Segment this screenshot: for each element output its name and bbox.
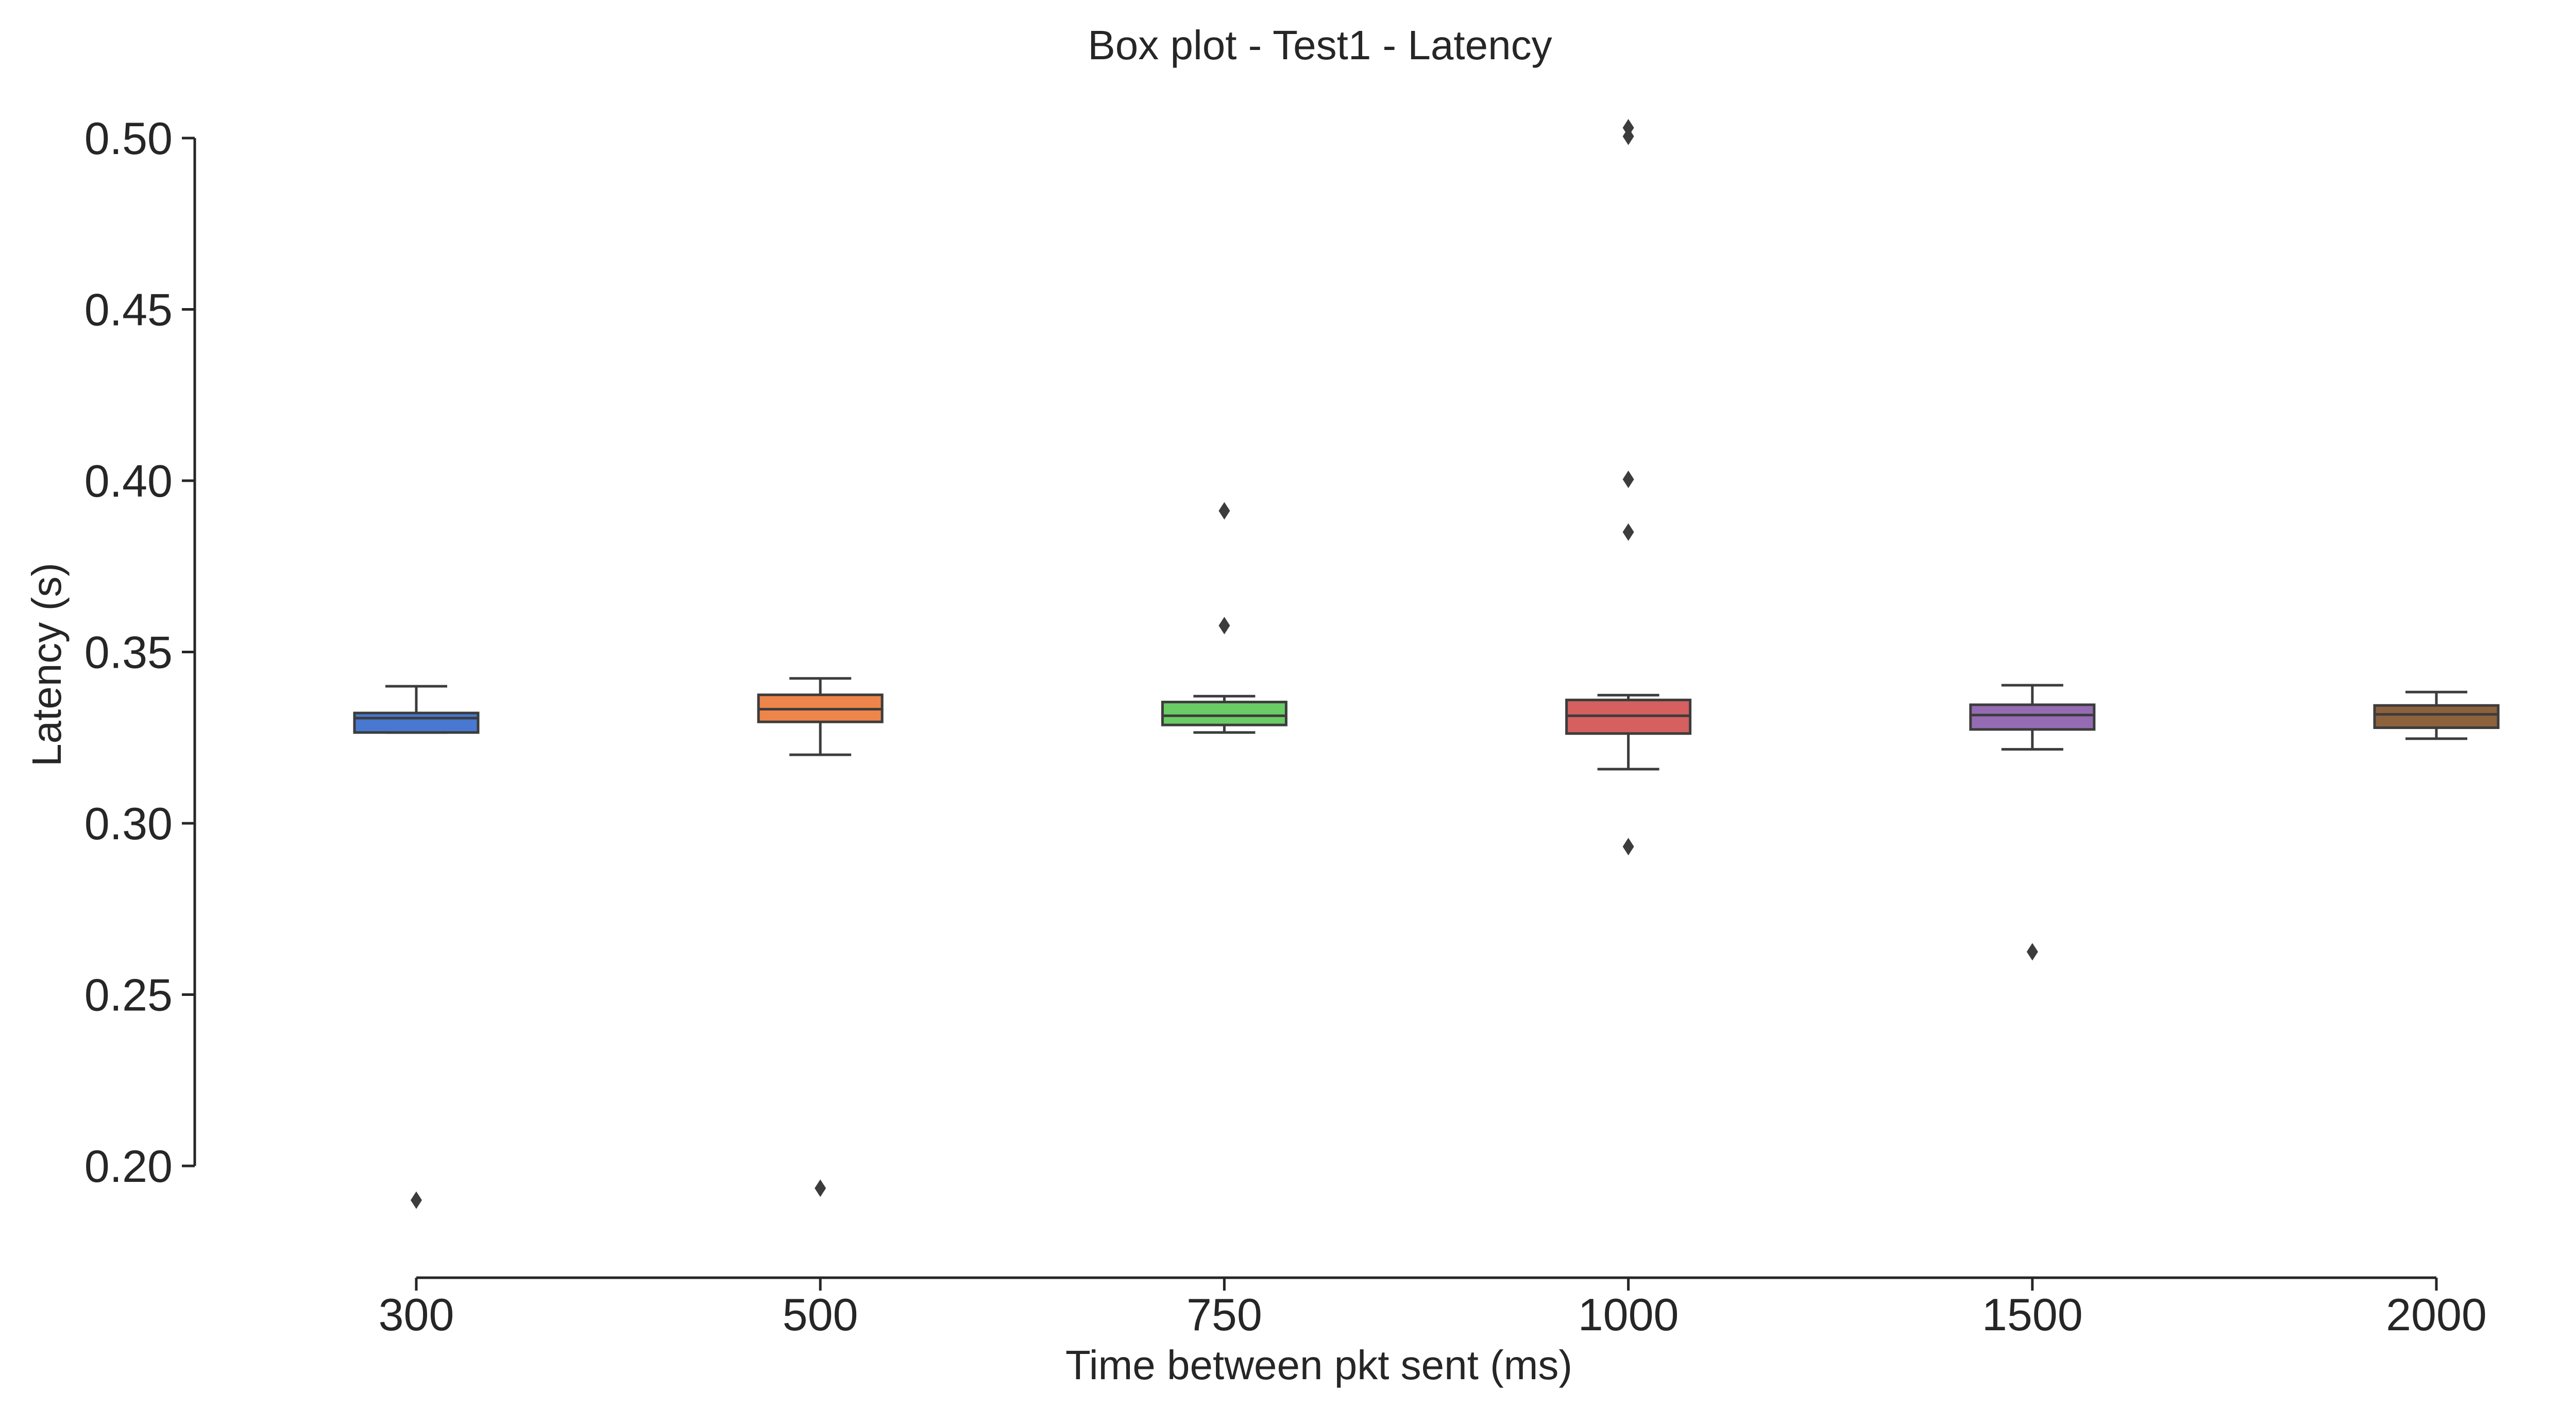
box-body	[1161, 701, 1287, 726]
y-tick-label: 0.20	[84, 1141, 173, 1192]
box-body	[2373, 704, 2500, 729]
outlier-point	[2026, 943, 2038, 961]
outlier-point	[1622, 838, 1634, 856]
x-axis-label: Time between pkt sent (ms)	[1065, 1342, 1572, 1388]
y-ticks: 0.20 0.25 0.30 0.35 0.40 0.45 0.50	[84, 113, 195, 1192]
box-group-500	[757, 677, 884, 1197]
box-group-300	[353, 685, 480, 1209]
box-body	[353, 712, 480, 734]
box-group-1500	[1969, 684, 2096, 961]
y-axis-label: Latency (s)	[24, 563, 70, 767]
outlier-point	[1622, 127, 1634, 145]
box-body	[1969, 703, 2096, 731]
outlier-point	[1622, 470, 1634, 488]
x-ticks: 300 500 750 1000 1500 2000	[379, 1278, 2487, 1340]
box-group-750	[1161, 502, 1287, 734]
outlier-point	[1218, 617, 1230, 635]
outlier-point	[1622, 523, 1634, 541]
x-tick-label: 300	[379, 1289, 454, 1340]
boxes	[353, 119, 2500, 1209]
y-tick-label: 0.35	[84, 627, 173, 678]
x-tick-label: 1000	[1578, 1289, 1679, 1340]
outlier-point	[1218, 502, 1230, 520]
x-tick-label: 1500	[1982, 1289, 2083, 1340]
y-tick-label: 0.25	[84, 970, 173, 1021]
box-group-1000	[1565, 119, 1692, 856]
outlier-point	[411, 1191, 422, 1209]
x-tick-label: 750	[1187, 1289, 1262, 1340]
outlier-point	[815, 1179, 826, 1197]
y-tick-label: 0.40	[84, 455, 173, 506]
box-group-2000	[2373, 690, 2500, 740]
x-tick-label: 500	[783, 1289, 858, 1340]
chart-title: Box plot - Test1 - Latency	[1088, 22, 1552, 68]
y-tick-label: 0.30	[84, 798, 173, 849]
y-tick-label: 0.45	[84, 284, 173, 335]
y-tick-label: 0.50	[84, 113, 173, 164]
x-tick-label: 2000	[2386, 1289, 2487, 1340]
